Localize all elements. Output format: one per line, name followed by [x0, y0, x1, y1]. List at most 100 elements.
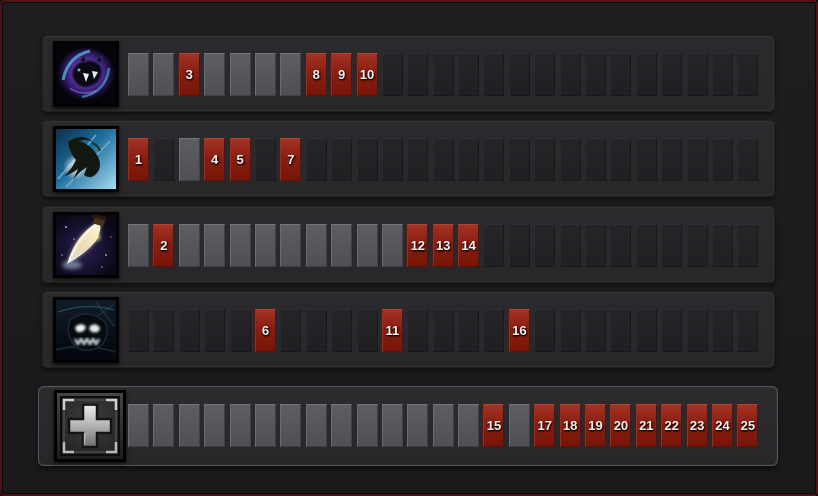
level-slot-15: 15 — [483, 404, 505, 447]
attribute-bonus-row: 15 17 18 19 20 21 22 23 24 25 — [38, 386, 778, 466]
level-slot-24 — [711, 138, 733, 181]
level-slot-10 — [356, 138, 378, 181]
level-slot-16 — [508, 224, 530, 267]
level-slot-11: 11 — [381, 309, 403, 352]
level-slot-7 — [280, 53, 302, 96]
level-slot-number: 5 — [236, 152, 244, 167]
level-slot-12 — [407, 309, 429, 352]
level-slot-19 — [585, 138, 607, 181]
level-slot-21 — [635, 138, 657, 181]
level-slot-number: 24 — [715, 418, 730, 433]
level-slot-number: 18 — [562, 418, 578, 433]
level-slot-track: 1 4 5 7 — [128, 138, 763, 181]
level-slot-number: 21 — [639, 418, 654, 433]
level-slot-7 — [280, 224, 302, 267]
level-slot-number: 16 — [512, 323, 527, 338]
level-slot-18 — [559, 138, 581, 181]
level-slot-19 — [585, 224, 607, 267]
attribute-bonus-plus-icon[interactable] — [54, 390, 126, 462]
level-slot-6 — [254, 224, 276, 267]
level-slot-2 — [153, 309, 175, 352]
leaping-creature-ability-icon[interactable] — [53, 126, 119, 192]
level-slot-12 — [407, 53, 429, 96]
level-slot-2: 2 — [153, 224, 175, 267]
ability-row-4-ultimate: 6 11 16 — [42, 291, 775, 368]
level-slot-12 — [407, 138, 429, 181]
plus-icon-art — [57, 393, 123, 459]
level-slot-1 — [128, 309, 149, 352]
level-slot-22 — [661, 138, 683, 181]
level-slot-17 — [534, 224, 556, 267]
level-slot-17: 17 — [534, 404, 556, 447]
level-slot-8 — [305, 224, 327, 267]
level-slot-13 — [432, 404, 454, 447]
level-slot-4 — [204, 309, 226, 352]
level-slot-20 — [610, 53, 632, 96]
level-slot-number: 25 — [740, 418, 756, 433]
level-slot-24 — [711, 224, 733, 267]
level-slot-number: 14 — [461, 238, 476, 253]
ability-row-3: 2 12 13 14 — [42, 206, 775, 283]
level-slot-number: 22 — [664, 418, 679, 433]
level-slot-9 — [331, 309, 353, 352]
level-slot-23: 23 — [686, 404, 708, 447]
level-slot-22 — [661, 53, 683, 96]
level-slot-8 — [305, 404, 327, 447]
level-slot-number: 10 — [359, 67, 375, 82]
void-creature-icon-art — [56, 44, 116, 104]
level-slot-3 — [178, 404, 200, 447]
level-slot-25 — [737, 224, 759, 267]
level-slot-2 — [153, 138, 175, 181]
level-slot-23 — [686, 138, 708, 181]
level-slot-15 — [483, 309, 505, 352]
level-slot-number: 8 — [312, 67, 320, 82]
level-slot-24 — [711, 309, 733, 352]
level-slot-21 — [635, 53, 657, 96]
level-slot-number: 12 — [410, 238, 426, 253]
level-slot-5 — [229, 309, 251, 352]
level-slot-13 — [432, 138, 454, 181]
level-slot-11 — [381, 404, 403, 447]
level-slot-17 — [534, 138, 556, 181]
level-slot-25: 25 — [737, 404, 759, 447]
shadow-skull-icon-art — [56, 300, 116, 360]
level-slot-14 — [458, 309, 480, 352]
level-slot-track: 6 11 16 — [128, 309, 763, 352]
level-slot-5 — [229, 404, 251, 447]
level-slot-number: 9 — [338, 67, 346, 82]
level-slot-20: 20 — [610, 404, 632, 447]
level-slot-12: 12 — [407, 224, 429, 267]
level-slot-number: 19 — [588, 418, 603, 433]
level-slot-number: 3 — [185, 67, 193, 82]
level-slot-18 — [559, 224, 581, 267]
level-slot-13 — [432, 53, 454, 96]
level-slot-20 — [610, 138, 632, 181]
level-slot-7 — [280, 404, 302, 447]
level-slot-25 — [737, 138, 759, 181]
level-slot-number: 23 — [689, 418, 705, 433]
level-slot-number: 2 — [160, 238, 168, 253]
level-slot-21 — [635, 224, 657, 267]
level-slot-11 — [381, 224, 403, 267]
level-slot-19 — [585, 53, 607, 96]
level-slot-number: 17 — [537, 418, 552, 433]
level-slot-10 — [356, 309, 378, 352]
level-slot-1: 1 — [128, 138, 149, 181]
level-slot-10 — [356, 224, 378, 267]
level-slot-22 — [661, 224, 683, 267]
level-slot-4 — [204, 224, 226, 267]
glowing-blade-ability-icon[interactable] — [53, 212, 119, 278]
level-slot-3 — [178, 224, 200, 267]
level-slot-7 — [280, 309, 302, 352]
shadow-skull-ability-icon[interactable] — [53, 297, 119, 363]
level-slot-11 — [381, 138, 403, 181]
void-creature-ability-icon[interactable] — [53, 41, 119, 107]
level-slot-17 — [534, 309, 556, 352]
level-slot-track: 15 17 18 19 20 21 22 23 24 25 — [128, 404, 763, 447]
level-slot-3: 3 — [178, 53, 200, 96]
level-slot-1 — [128, 404, 149, 447]
level-slot-4: 4 — [204, 138, 226, 181]
level-slot-8 — [305, 138, 327, 181]
level-slot-14: 14 — [458, 224, 480, 267]
level-slot-16: 16 — [508, 309, 530, 352]
